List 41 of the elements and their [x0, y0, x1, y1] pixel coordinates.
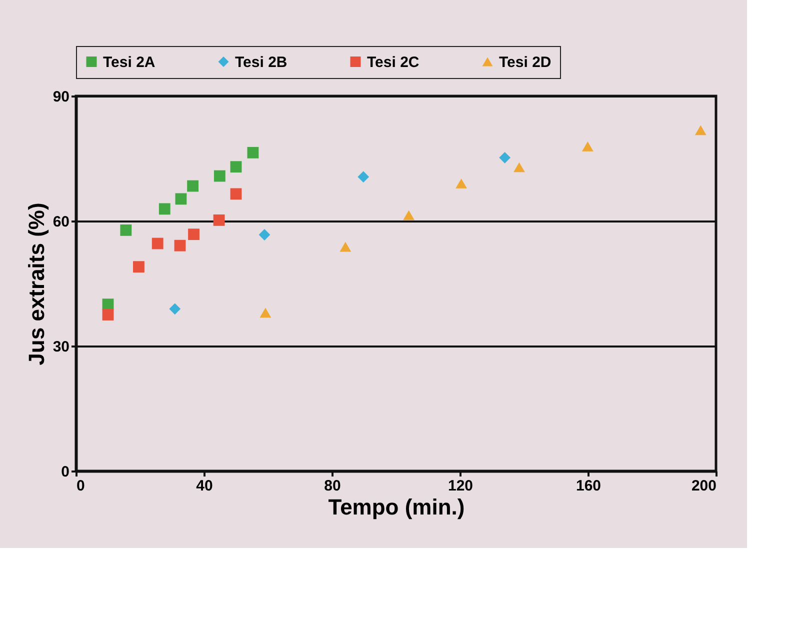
legend-label: Tesi 2A [103, 54, 156, 71]
y-tick-label: 30 [52, 338, 70, 356]
point [358, 171, 370, 183]
point [174, 240, 186, 252]
point [133, 261, 144, 273]
y-tick-label: 0 [61, 464, 70, 480]
legend-label: Tesi 2C [367, 54, 420, 71]
point [403, 210, 414, 220]
y-tick-label: 90 [52, 88, 70, 106]
point [230, 188, 242, 200]
point [260, 308, 272, 318]
point [258, 229, 270, 240]
point [175, 193, 187, 205]
point [120, 224, 132, 236]
point [582, 141, 594, 152]
y-tick-label: 60 [52, 214, 70, 230]
point [188, 228, 200, 240]
legend-label: Tesi 2B [235, 54, 288, 71]
point [340, 242, 352, 252]
point [187, 180, 198, 192]
y-axis-title: Jus extraits (%) [24, 202, 49, 366]
point [514, 162, 525, 172]
point [102, 309, 114, 320]
x-tick-label: 200 [691, 478, 716, 494]
point [694, 125, 706, 136]
point [169, 303, 181, 315]
x-tick-label: 0 [76, 478, 85, 494]
x-tick-label: 120 [448, 478, 474, 494]
point [152, 238, 164, 250]
point [499, 152, 510, 164]
x-tick-label: 160 [576, 478, 602, 494]
point [214, 170, 226, 182]
x-tick-label: 40 [196, 478, 213, 494]
point [230, 161, 242, 173]
point [247, 146, 259, 158]
point [213, 214, 225, 226]
x-tick-label: 80 [324, 478, 341, 494]
point [158, 203, 170, 215]
legend-label: Tesi 2D [499, 54, 552, 71]
x-axis-title: Tempo (min.) [328, 494, 465, 520]
point [456, 178, 467, 188]
